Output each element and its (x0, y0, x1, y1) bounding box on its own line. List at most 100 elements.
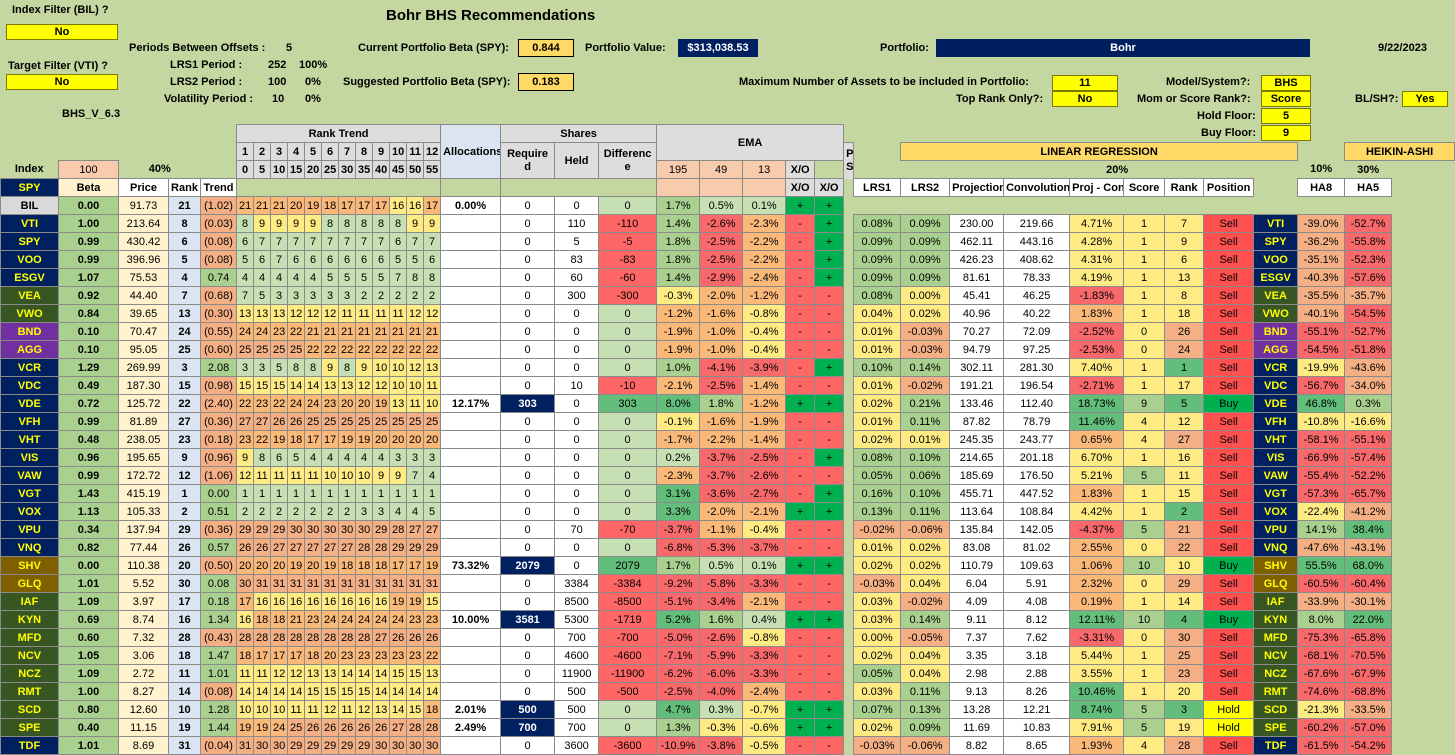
ticker[interactable]: VWO (0, 304, 59, 323)
ticker[interactable]: VIS (0, 448, 59, 467)
ticker[interactable]: KYN (0, 610, 59, 629)
ema13: -0.7% (742, 700, 787, 719)
ema195: -10.9% (656, 736, 701, 755)
ticker[interactable]: ESGV (0, 268, 59, 287)
position[interactable]: Sell (1203, 358, 1255, 377)
ticker[interactable]: VOX (0, 502, 59, 521)
ticker-right: VFH (1253, 412, 1299, 431)
ticker[interactable]: BIL (0, 196, 59, 215)
ticker[interactable]: SPE (0, 718, 59, 737)
rank-trend-cell: 18 (304, 646, 323, 665)
position[interactable]: Sell (1203, 304, 1255, 323)
ticker[interactable]: VDE (0, 394, 59, 413)
xo-flag: - (785, 376, 816, 395)
index-filter-value[interactable]: No (6, 24, 118, 40)
mom-value[interactable]: Score (1261, 91, 1311, 107)
position[interactable]: Sell (1203, 448, 1255, 467)
portfolio-value[interactable]: Bohr (936, 39, 1310, 57)
ticker[interactable]: VPU (0, 520, 59, 539)
position[interactable]: Sell (1203, 466, 1255, 485)
ticker[interactable]: VAW (0, 466, 59, 485)
max-assets-value[interactable]: 11 (1052, 75, 1118, 91)
ema13: -2.2% (742, 250, 787, 269)
position[interactable]: Sell (1203, 286, 1255, 305)
ticker[interactable]: VOO (0, 250, 59, 269)
rank-trend-cell: 10 (270, 700, 289, 719)
ema49: -1.6% (699, 412, 744, 431)
ticker[interactable]: VDC (0, 376, 59, 395)
hold-floor-value[interactable]: 5 (1261, 108, 1311, 124)
ticker[interactable]: SHV (0, 556, 59, 575)
ema13: -0.6% (742, 718, 787, 737)
position[interactable]: Sell (1203, 430, 1255, 449)
position[interactable]: Hold (1203, 718, 1255, 737)
position[interactable]: Sell (1203, 214, 1255, 233)
ticker[interactable]: VNQ (0, 538, 59, 557)
position[interactable]: Buy (1203, 556, 1255, 575)
rank-trend-cell: 1 (304, 484, 323, 503)
position[interactable]: Sell (1203, 520, 1255, 539)
ticker[interactable]: SCD (0, 700, 59, 719)
xo-flag: - (785, 466, 816, 485)
lrs2: 0.06% (900, 466, 951, 485)
score: 10 (1123, 556, 1166, 575)
convolution-header: Convolution (1003, 178, 1071, 197)
ticker[interactable]: AGG (0, 340, 59, 359)
top-rank-value[interactable]: No (1052, 91, 1118, 107)
position[interactable]: Sell (1203, 268, 1255, 287)
position[interactable]: Sell (1203, 646, 1255, 665)
ticker[interactable]: VGT (0, 484, 59, 503)
position[interactable]: Sell (1203, 736, 1255, 755)
page-title: Bohr BHS Recommendations (386, 7, 596, 24)
ticker[interactable]: NCV (0, 646, 59, 665)
blsh-value[interactable]: Yes (1402, 91, 1448, 107)
ticker[interactable]: VCR (0, 358, 59, 377)
position[interactable]: Sell (1203, 340, 1255, 359)
position[interactable]: Sell (1203, 628, 1255, 647)
convolution: 5.91 (1003, 574, 1071, 593)
position[interactable]: Hold (1203, 700, 1255, 719)
position[interactable]: Sell (1203, 682, 1255, 701)
ticker[interactable]: BND (0, 322, 59, 341)
position[interactable]: Sell (1203, 322, 1255, 341)
position[interactable]: Sell (1203, 664, 1255, 683)
ticker[interactable]: RMT (0, 682, 59, 701)
ticker[interactable]: VHT (0, 430, 59, 449)
price-sma-flag: - (814, 412, 845, 431)
ticker[interactable]: TDF (0, 736, 59, 755)
position[interactable]: Sell (1203, 412, 1255, 431)
ticker[interactable]: VFH (0, 412, 59, 431)
position[interactable]: Sell (1203, 232, 1255, 251)
position[interactable]: Sell (1203, 250, 1255, 269)
position[interactable]: Sell (1203, 538, 1255, 557)
ticker[interactable]: NCZ (0, 664, 59, 683)
ticker[interactable]: MFD (0, 628, 59, 647)
ticker[interactable]: SPY (0, 232, 59, 251)
model-value[interactable]: BHS (1261, 75, 1311, 91)
position[interactable] (1204, 197, 1254, 215)
allocation (440, 358, 502, 377)
ema195: -0.1% (656, 412, 701, 431)
position[interactable]: Buy (1203, 610, 1255, 629)
ticker[interactable]: VEA (0, 286, 59, 305)
position[interactable]: Buy (1203, 394, 1255, 413)
ticker[interactable]: GLQ (0, 574, 59, 593)
ema13: -1.9% (742, 412, 787, 431)
position[interactable]: Sell (1203, 574, 1255, 593)
ticker[interactable]: VTI (0, 214, 59, 233)
held: 8500 (554, 592, 600, 611)
ema195: 8.0% (656, 394, 701, 413)
lrs2: 0.14% (900, 610, 951, 629)
trend: (0.55) (199, 322, 238, 341)
position[interactable]: Sell (1203, 376, 1255, 395)
ticker[interactable]: IAF (0, 592, 59, 611)
buy-floor-value[interactable]: 9 (1261, 125, 1311, 141)
position[interactable]: Sell (1203, 502, 1255, 521)
held: 0 (554, 466, 600, 485)
ema13: -2.6% (742, 466, 787, 485)
target-filter-value[interactable]: No (6, 74, 118, 90)
position[interactable]: Sell (1203, 592, 1255, 611)
ha5: -35.7% (1344, 286, 1393, 305)
rank-trend-cell: 11 (304, 466, 323, 485)
position[interactable]: Sell (1203, 484, 1255, 503)
